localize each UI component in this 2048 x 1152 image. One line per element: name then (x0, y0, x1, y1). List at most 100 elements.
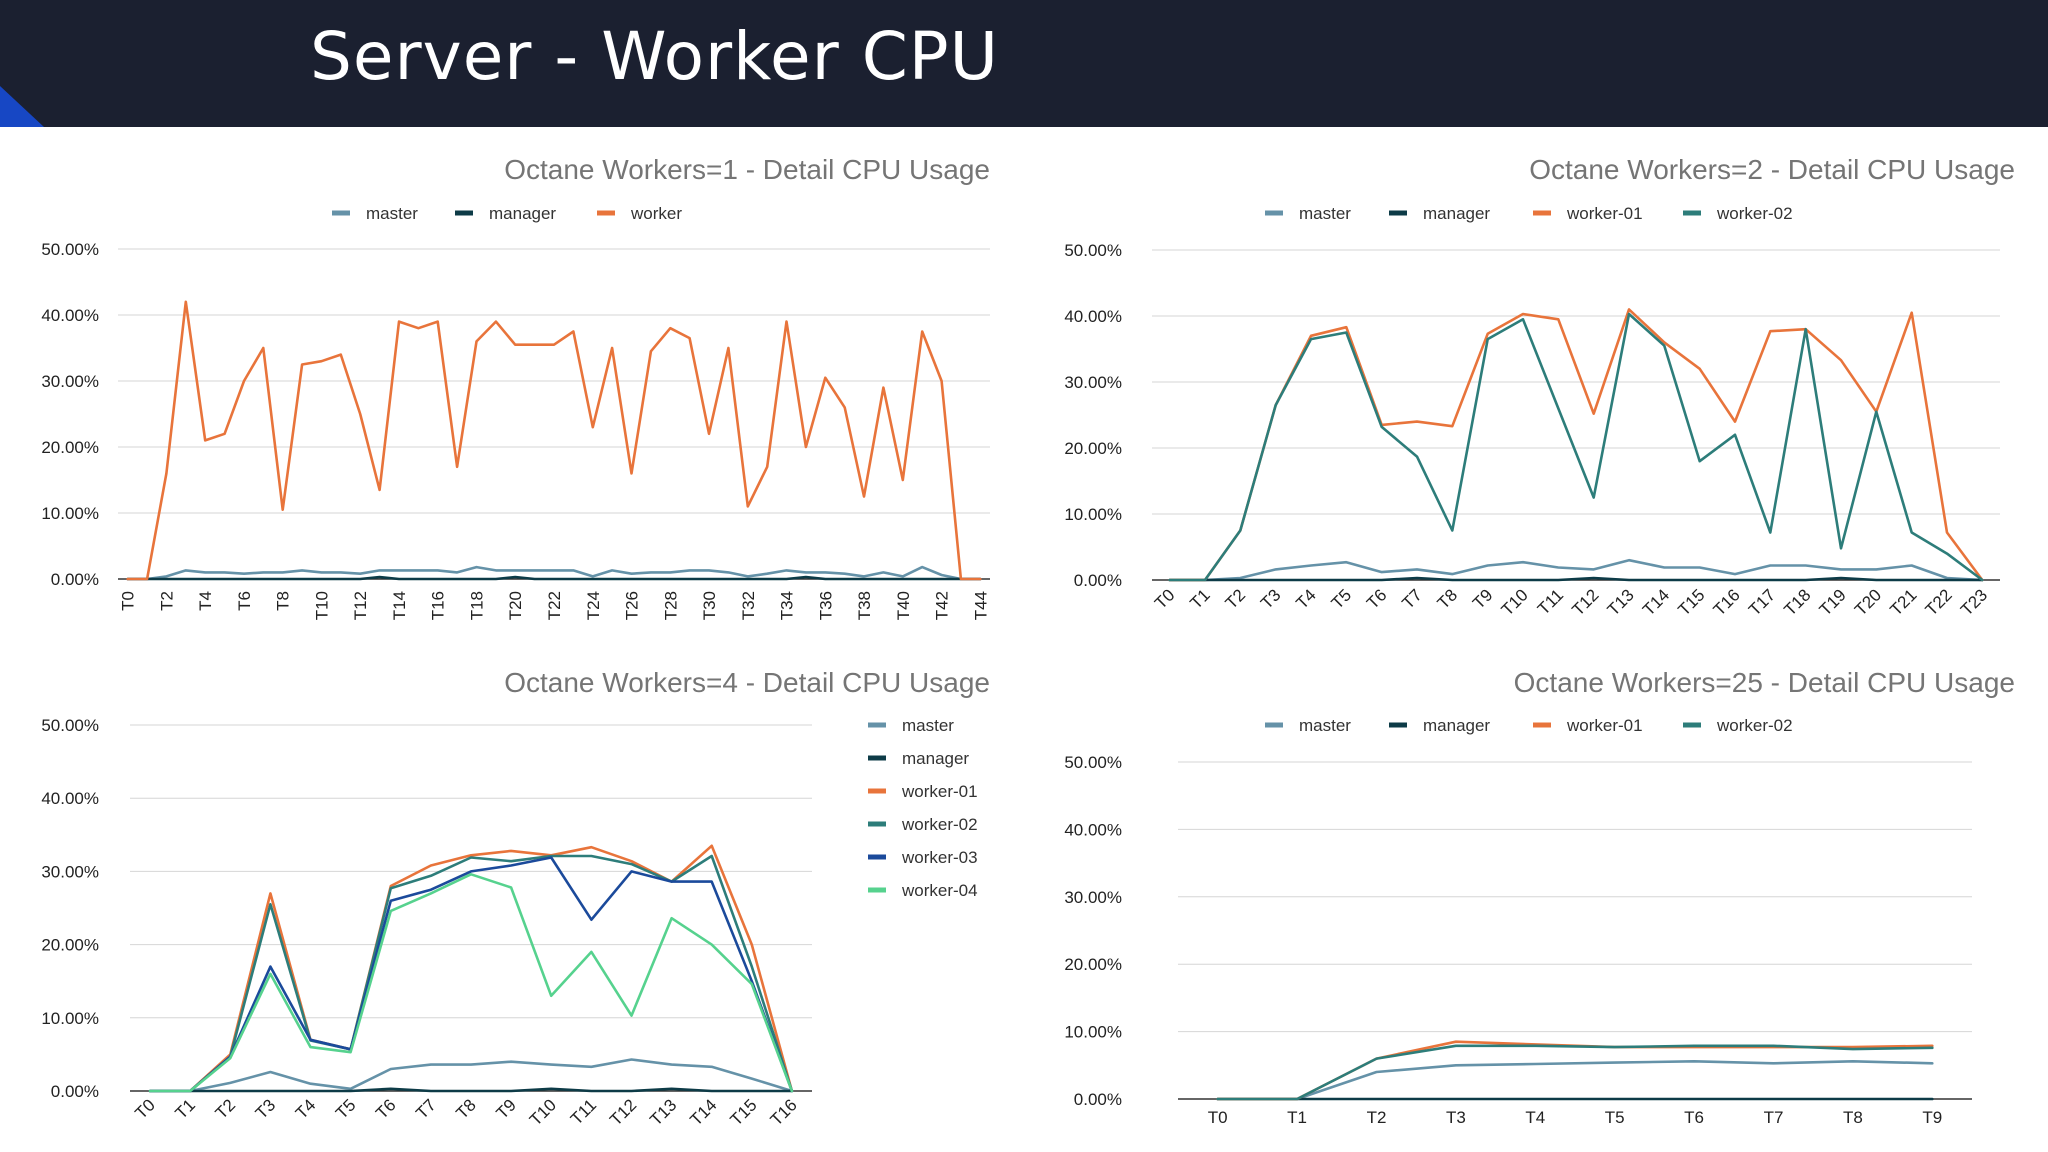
x-tick-label: T0 (131, 1095, 158, 1122)
y-tick-label: 40.00% (41, 789, 99, 808)
x-tick-label: T6 (1684, 1108, 1704, 1127)
series-line-worker-02 (1168, 312, 1984, 582)
legend-swatch-worker (597, 210, 615, 216)
y-tick-label: 50.00% (41, 716, 99, 735)
x-tick-label: T2 (157, 591, 176, 611)
y-tick-label: 0.00% (1074, 571, 1122, 590)
x-tick-label: T8 (1843, 1108, 1863, 1127)
y-tick-label: 50.00% (1064, 241, 1122, 260)
y-tick-label: 10.00% (1064, 505, 1122, 524)
y-tick-label: 20.00% (41, 438, 99, 457)
x-tick-label: T11 (1534, 585, 1567, 618)
x-tick-label: T0 (1151, 585, 1178, 612)
x-tick-label: T22 (1922, 585, 1956, 619)
legend-label-manager: manager (489, 204, 556, 223)
x-tick-label: T17 (1745, 585, 1779, 619)
chart-title: Octane Workers=1 - Detail CPU Usage (504, 154, 990, 185)
x-tick-label: T12 (1568, 585, 1602, 619)
y-tick-label: 0.00% (1074, 1090, 1122, 1109)
chart-2: Octane Workers=2 - Detail CPU Usage 0.00%… (1064, 154, 2015, 620)
legend-label-manager: manager (1423, 716, 1490, 735)
chart-4: Octane Workers=25 - Detail CPU Usage 0.00… (1064, 667, 2015, 1127)
series-line-worker-01 (148, 844, 794, 1093)
x-tick-label: T7 (412, 1095, 439, 1122)
x-tick-label: T8 (1434, 585, 1461, 612)
legend-label-worker-03: worker-03 (901, 848, 978, 867)
x-tick-label: T23 (1957, 585, 1991, 619)
x-tick-label: T15 (727, 1095, 761, 1129)
x-tick-label: T3 (1446, 1108, 1466, 1127)
legend-label-worker-02: worker-02 (1716, 204, 1793, 223)
x-tick-label: T1 (1287, 1108, 1307, 1127)
y-tick-label: 40.00% (1064, 820, 1122, 839)
legend-label-worker-02: worker-02 (1716, 716, 1793, 735)
x-tick-label: T8 (274, 591, 293, 611)
x-tick-label: T14 (390, 591, 409, 620)
series-line-manager (1168, 576, 1984, 582)
series-line-worker-03 (148, 856, 794, 1093)
y-tick-label: 40.00% (41, 306, 99, 325)
series-line-worker-02 (148, 854, 794, 1093)
legend-swatch-worker-01 (868, 788, 886, 794)
x-tick-label: T15 (1674, 585, 1708, 619)
x-tick-label: T1 (1186, 585, 1213, 612)
legend-label-master: master (1299, 204, 1351, 223)
x-tick-label: T26 (623, 591, 642, 620)
y-tick-label: 20.00% (1064, 439, 1122, 458)
legend-swatch-master (868, 722, 886, 728)
legend-label-manager: manager (902, 749, 969, 768)
legend-swatch-manager (868, 755, 886, 761)
x-tick-label: T14 (686, 1095, 720, 1129)
x-tick-label: T5 (1605, 1108, 1625, 1127)
legend-swatch-worker-03 (868, 854, 886, 860)
y-tick-label: 50.00% (1064, 753, 1122, 772)
legend-swatch-manager (1389, 722, 1407, 728)
legend-label-master: master (902, 716, 954, 735)
x-tick-label: T12 (606, 1095, 640, 1129)
x-tick-label: T4 (196, 591, 215, 611)
x-tick-label: T10 (1498, 585, 1532, 619)
legend-swatch-worker-04 (868, 887, 886, 893)
x-tick-label: T10 (526, 1095, 560, 1129)
legend-swatch-master (1265, 722, 1283, 728)
legend-swatch-worker-01 (1533, 722, 1551, 728)
slide-header: Server - Worker CPU (0, 0, 2048, 127)
x-tick-label: T44 (971, 591, 990, 620)
series-line-manager (148, 1087, 794, 1093)
x-tick-label: T24 (584, 591, 603, 620)
x-tick-label: T9 (492, 1095, 519, 1122)
series-line-master (1168, 558, 1984, 582)
x-tick-label: T20 (1851, 585, 1885, 619)
y-tick-label: 20.00% (41, 936, 99, 955)
chart-3: Octane Workers=4 - Detail CPU Usage 0.00%… (41, 667, 990, 1130)
x-tick-label: T18 (1780, 585, 1814, 619)
x-tick-label: T16 (1710, 585, 1744, 619)
y-tick-label: 30.00% (41, 372, 99, 391)
x-tick-label: T13 (1604, 585, 1638, 619)
corner-accent (0, 86, 44, 127)
y-tick-label: 10.00% (41, 1009, 99, 1028)
x-tick-label: T0 (1208, 1108, 1228, 1127)
legend-swatch-worker-02 (868, 821, 886, 827)
x-tick-label: T30 (700, 591, 719, 620)
legend-label-worker-01: worker-01 (1566, 204, 1643, 223)
x-tick-label: T10 (312, 591, 331, 620)
x-tick-label: T4 (292, 1095, 319, 1122)
legend-swatch-manager (1389, 210, 1407, 216)
x-tick-label: T8 (452, 1095, 479, 1122)
y-tick-label: 10.00% (1064, 1023, 1122, 1042)
x-tick-label: T36 (816, 591, 835, 620)
legend-label-worker-01: worker-01 (1566, 716, 1643, 735)
x-tick-label: T3 (1257, 585, 1284, 612)
chart-title: Octane Workers=4 - Detail CPU Usage (504, 667, 990, 698)
legend-label-master: master (366, 204, 418, 223)
chart-1: Octane Workers=1 - Detail CPU Usage 0.00%… (41, 154, 990, 620)
legend-swatch-manager (455, 210, 473, 216)
x-tick-label: T14 (1639, 585, 1673, 619)
legend-swatch-worker-01 (1533, 210, 1551, 216)
series-line-manager (126, 575, 982, 581)
x-tick-label: T16 (429, 591, 448, 620)
y-tick-label: 20.00% (1064, 955, 1122, 974)
x-tick-label: T4 (1292, 585, 1319, 612)
